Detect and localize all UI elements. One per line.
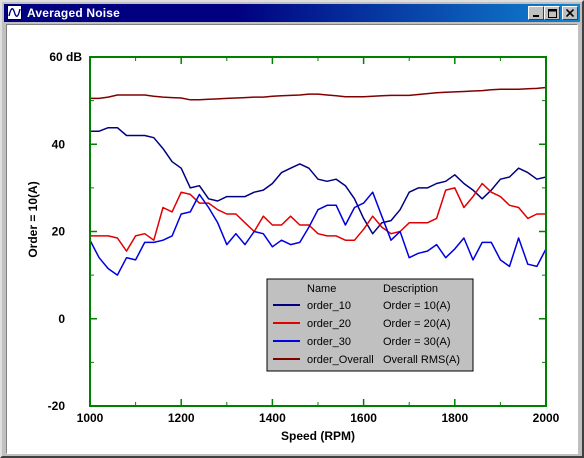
x-tick-label: 1000	[77, 411, 104, 425]
title-bar[interactable]: Averaged Noise	[4, 4, 580, 22]
maximize-icon	[547, 8, 557, 18]
legend-rows: order_10 Order = 10(A) order_20 Order = 20(…	[273, 300, 460, 366]
y-tick-label: 40	[52, 137, 66, 151]
legend-name: order_10	[307, 300, 351, 312]
series-line-order_10	[90, 126, 546, 235]
close-button[interactable]	[562, 6, 578, 20]
x-axis-label: Speed (RPM)	[281, 429, 355, 443]
legend-name: order_20	[307, 318, 351, 330]
legend-name: order_30	[307, 336, 351, 348]
wave-app-icon[interactable]	[7, 5, 22, 20]
chart-area: -20 0 20 40 1000 1200 1400 1600 1800 2000 60 dB …	[6, 24, 578, 454]
legend-header-name: Name	[307, 283, 336, 295]
axis-ticks	[89, 56, 547, 407]
y-tick-label: 20	[52, 225, 66, 239]
series-line-order_Overall	[90, 86, 546, 101]
y-tick-label: -20	[48, 399, 66, 413]
legend-description: Order = 30(A)	[383, 336, 451, 348]
window-title: Averaged Noise	[27, 6, 121, 20]
legend: Name Description order_10 Order = 10(A)or…	[266, 278, 474, 372]
legend-box	[266, 278, 474, 372]
legend-header-description: Description	[383, 283, 438, 295]
y-tick-labels: -20 0 20 40	[48, 137, 66, 413]
minimize-icon	[533, 15, 539, 17]
series-line-order_30	[90, 191, 546, 276]
y-tick-label: 0	[58, 312, 65, 326]
y-axis-label: Order = 10(A)	[26, 181, 40, 257]
close-icon	[566, 9, 574, 17]
x-tick-labels: 1000 1200 1400 1600 1800 2000	[77, 411, 560, 425]
legend-description: Overall RMS(A)	[383, 354, 460, 366]
legend-description: Order = 10(A)	[383, 300, 451, 312]
x-tick-label: 1400	[259, 411, 286, 425]
legend-name: order_Overall	[307, 354, 374, 366]
series-line-order_20	[90, 182, 546, 252]
maximize-button[interactable]	[544, 6, 560, 20]
series-lines	[90, 86, 546, 276]
x-tick-label: 1600	[350, 411, 377, 425]
y-top-label: 60 dB	[49, 50, 82, 64]
minimize-button[interactable]	[528, 6, 544, 20]
x-tick-label: 1200	[168, 411, 195, 425]
x-tick-label: 2000	[533, 411, 560, 425]
legend-description: Order = 20(A)	[383, 318, 451, 330]
x-tick-label: 1800	[441, 411, 468, 425]
